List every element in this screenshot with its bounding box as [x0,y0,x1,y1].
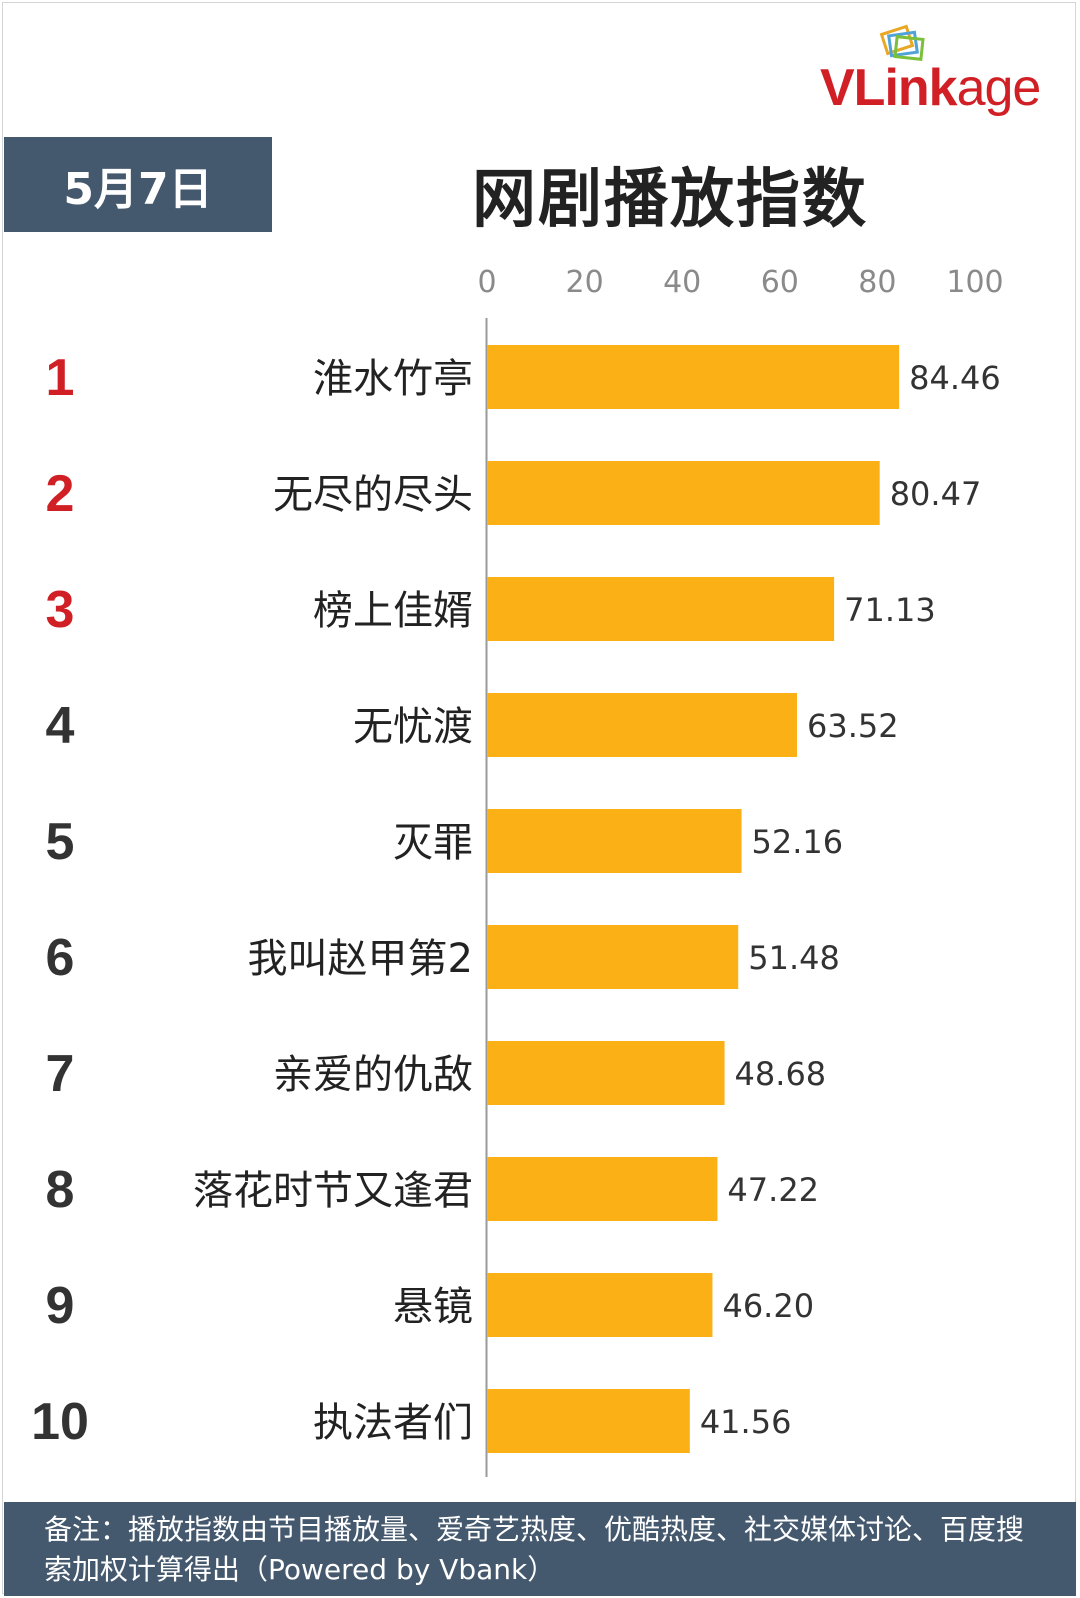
date-label: 5月7日 [63,163,213,215]
rank-number: 1 [46,349,75,407]
category-label: 悬镜 [393,1284,473,1330]
logo-text-light: age [956,59,1042,117]
data-label: 80.47 [890,475,982,513]
bar [487,925,739,989]
bar [487,1157,718,1221]
x-tick-label: 40 [663,265,701,300]
bar [487,809,742,873]
data-label: 71.13 [844,591,936,629]
rank-number: 8 [46,1161,75,1219]
data-label: 51.48 [748,939,840,977]
data-label: 41.56 [700,1403,792,1441]
rank-number: 9 [46,1277,75,1335]
rank-number: 5 [46,813,75,871]
chart-title: 网剧播放指数 [472,163,868,237]
bar [487,345,900,409]
x-tick-label: 0 [477,265,496,300]
bar [487,1273,713,1337]
bar [487,1041,725,1105]
data-label: 46.20 [722,1287,814,1325]
data-label: 48.68 [735,1055,827,1093]
footer-note: 备注：播放指数由节目播放量、爱奇艺热度、优酷热度、社交媒体讨论、百度搜索加权计算… [4,1502,1076,1596]
data-label: 84.46 [909,359,1001,397]
category-label: 亲爱的仇敌 [273,1052,473,1098]
category-label: 我叫赵甲第2 [248,936,473,982]
rank-number: 6 [46,929,75,987]
rank-number: 10 [31,1393,89,1451]
x-tick-label: 100 [946,265,1003,300]
bar [487,693,797,757]
bar [487,577,835,641]
logo-text-bold: VLink [820,59,958,117]
vlinkage-logo: VLinkage [820,24,1070,118]
category-label: 无尽的尽头 [273,472,473,518]
x-tick-label: 20 [566,265,604,300]
bar [487,461,880,525]
rank-number: 7 [46,1045,75,1103]
rank-number: 3 [46,581,75,639]
category-label: 淮水竹亭 [313,356,473,402]
data-label: 63.52 [807,707,899,745]
data-label: 52.16 [752,823,844,861]
footer-note-text: 备注：播放指数由节目播放量、爱奇艺热度、优酷热度、社交媒体讨论、百度搜索加权计算… [44,1513,1025,1586]
x-tick-label: 80 [858,265,896,300]
category-label: 灭罪 [393,820,473,866]
category-label: 执法者们 [313,1400,473,1446]
category-label: 榜上佳婿 [313,588,473,634]
data-label: 47.22 [727,1171,819,1209]
logo-frames-icon [879,24,925,61]
rank-number: 2 [46,465,75,523]
category-label: 无忧渡 [353,704,473,750]
date-badge: 5月7日 [4,137,272,232]
rank-number: 4 [46,697,75,755]
x-tick-label: 60 [761,265,799,300]
bar [487,1389,690,1453]
bar-chart: 0 20 40 60 80 100 84.46 淮水竹亭 1 80.47 无尽的尽头 2 71.13 榜上… [31,265,1004,1477]
category-label: 落花时节又逢君 [193,1168,473,1214]
